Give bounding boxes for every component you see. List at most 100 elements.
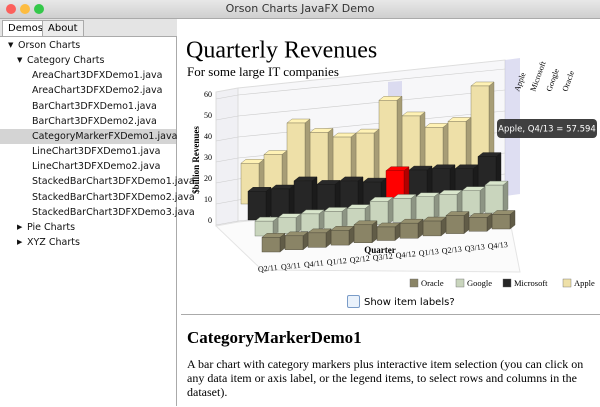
x-tick-label: Q4/11 <box>303 258 324 269</box>
tree-item[interactable]: ▼ Orson Charts <box>0 38 176 53</box>
disclosure-arrow[interactable]: ▼ <box>17 56 23 65</box>
zoom-button[interactable] <box>34 4 44 14</box>
bar <box>247 191 267 221</box>
tree-item[interactable]: ▶ Pie Charts <box>0 220 176 235</box>
checkbox-label: Show item labels? <box>364 297 455 308</box>
bar <box>422 220 442 237</box>
y-tick-label: 60 <box>204 90 212 99</box>
tree-label: LineChart3DFXDemo1.java <box>32 146 161 158</box>
bar <box>399 222 419 239</box>
legend-swatch <box>502 278 512 288</box>
bar-side <box>502 180 509 214</box>
y-tick-label: 30 <box>204 153 212 162</box>
title-bar: Orson Charts JavaFX Demo <box>0 0 600 19</box>
tree-label: Category Charts <box>27 55 105 67</box>
tree-label: AreaChart3DFXDemo2.java <box>32 85 163 97</box>
tree-item[interactable]: BarChart3DFXDemo2.java <box>0 114 176 129</box>
tree-label: XYZ Charts <box>27 236 80 248</box>
bar-side <box>265 186 272 221</box>
y-tick-label: 50 <box>204 111 212 120</box>
y-tick-label: 40 <box>204 132 212 141</box>
tree-label: CategoryMarkerFXDemo1.java <box>32 130 178 142</box>
bar-side <box>410 194 417 223</box>
bar <box>330 230 350 246</box>
disclosure-arrow[interactable]: ▼ <box>8 41 14 49</box>
bar <box>491 214 511 230</box>
chart-title: Quarterly Revenues <box>186 38 377 64</box>
y-tick-label: 0 <box>208 216 212 225</box>
x-tick-label: Q4/13 <box>487 240 508 251</box>
tree-label: LineChart3DFXDemo2.java <box>32 161 161 173</box>
y-tick-label: 10 <box>204 195 212 204</box>
x-tick-label: Q2/12 <box>349 254 370 265</box>
bar-side <box>311 176 318 216</box>
window-title: Orson Charts JavaFX Demo <box>225 2 375 15</box>
tree: ▼ Orson Charts ▼ Category Charts AreaChart3D… <box>0 37 195 406</box>
bar <box>270 188 290 218</box>
bar <box>376 226 396 241</box>
tree-item[interactable]: StackedBarChart3DFXDemo1.java <box>0 174 195 189</box>
x-tick-label: Q1/12 <box>326 256 347 267</box>
bar <box>415 196 435 221</box>
x-tick-label: Q3/13 <box>464 242 485 253</box>
chart-subtitle: For some large IT companies <box>187 64 339 79</box>
tree-label: BarChart3DFXDemo1.java <box>32 100 157 112</box>
bar-side <box>387 196 394 225</box>
bar <box>261 237 281 253</box>
grid-line <box>215 89 506 121</box>
bar-side <box>288 184 295 219</box>
disclosure-arrow[interactable]: ▶ <box>17 222 23 231</box>
checkbox-box[interactable] <box>347 295 360 308</box>
series-axis-label: Google <box>544 67 561 93</box>
x-tick-label: Q4/12 <box>395 249 416 260</box>
paragraph: A bar chart with category markers plus i… <box>187 357 584 399</box>
tooltip-text: Apple, Q4/13 = 57.594 <box>498 125 596 135</box>
tree-item[interactable]: CategoryMarkerFXDemo1.java <box>0 128 178 144</box>
tree-item[interactable]: BarChart3DFXDemo1.java <box>0 99 176 114</box>
y-tick-label: 20 <box>204 174 212 183</box>
x-tick-label: Q3/12 <box>372 251 393 262</box>
side-wall <box>215 87 239 227</box>
close-button[interactable] <box>6 4 16 14</box>
bar <box>468 217 488 232</box>
legend-swatch <box>409 278 419 288</box>
tree-label: Pie Charts <box>27 221 76 233</box>
tree-item[interactable]: AreaChart3DFXDemo1.java <box>0 68 176 83</box>
tree-label: Orson Charts <box>18 40 81 51</box>
tree-item[interactable]: LineChart3DFXDemo1.java <box>0 144 176 159</box>
bar <box>445 215 465 234</box>
grid-line <box>215 68 506 100</box>
tree-item[interactable]: ▼ Category Charts <box>0 53 176 68</box>
x-axis-label: Quarter <box>364 245 396 255</box>
bar <box>277 217 297 234</box>
legend-label: Google <box>467 278 492 288</box>
tree-item[interactable]: LineChart3DFXDemo2.java <box>0 159 176 174</box>
tree-label: AreaChart3DFXDemo1.java <box>32 70 163 82</box>
y-axis-label: $billion Revenues <box>191 126 201 194</box>
legend-swatch <box>455 278 465 288</box>
legend-swatch <box>562 278 572 288</box>
tree-label: StackedBarChart3DFXDemo3.java <box>32 206 195 218</box>
disclosure-arrow[interactable]: ▶ <box>17 237 23 246</box>
x-tick-label: Q2/11 <box>257 263 278 274</box>
description: CategoryMarkerDemo1 A bar chart with cat… <box>181 314 600 407</box>
bar <box>307 232 327 248</box>
tab[interactable]: About <box>42 20 84 36</box>
tree-item[interactable]: ▶ XYZ Charts <box>0 235 176 250</box>
checkbox[interactable]: Show item labels? <box>347 295 455 309</box>
x-tick-label: Q2/13 <box>441 245 462 256</box>
x-tick-label: Q3/11 <box>280 261 301 272</box>
tooltip <box>497 119 597 138</box>
tree-item[interactable]: AreaChart3DFXDemo2.java <box>0 83 176 98</box>
tree-item[interactable]: StackedBarChart3DFXDemo2.java <box>0 190 195 205</box>
minimize-button[interactable] <box>20 4 30 14</box>
series-axis-label: Oracle <box>560 69 576 93</box>
heading: CategoryMarkerDemo1 <box>187 328 362 347</box>
tree-item[interactable]: StackedBarChart3DFXDemo3.java <box>0 205 195 220</box>
legend-label: Apple <box>574 278 595 288</box>
bar <box>353 224 373 244</box>
tree-label: BarChart3DFXDemo2.java <box>32 115 157 127</box>
